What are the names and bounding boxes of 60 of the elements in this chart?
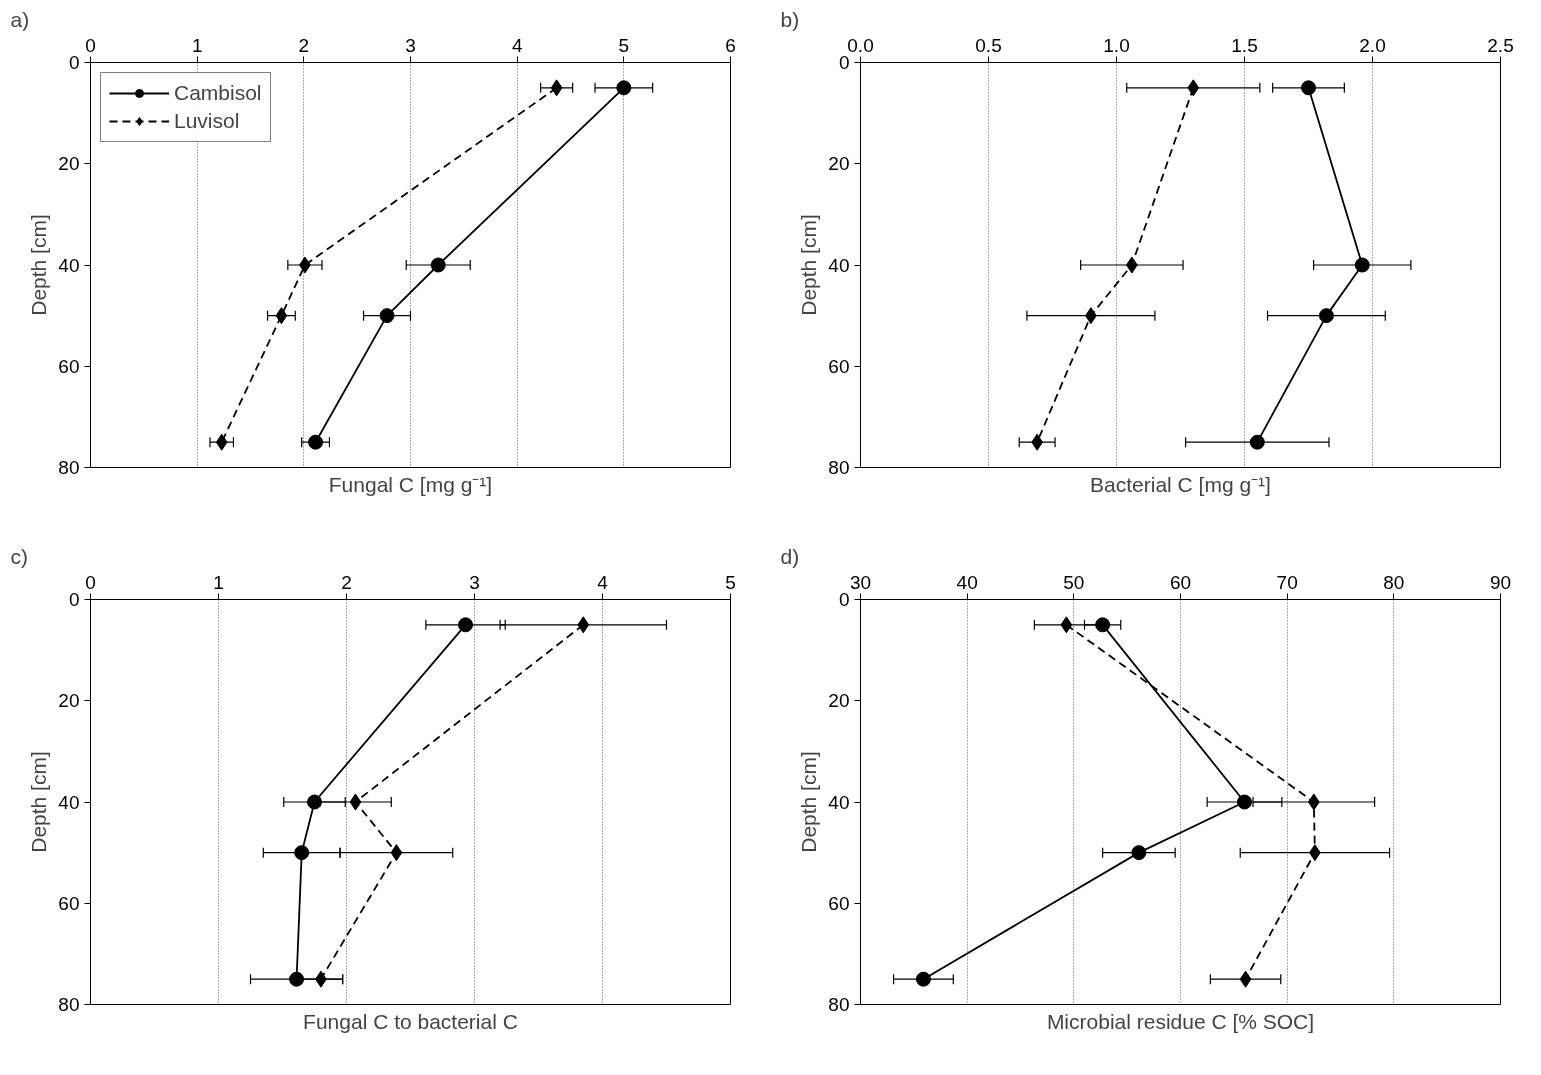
x-axis-title: Fungal C [mg g⁻¹] [328, 472, 493, 496]
text: a) [10, 7, 30, 31]
y-tick-label: 60 [58, 355, 80, 377]
x-tick-label: 1.0 [1103, 34, 1130, 56]
x-tick-label: 5 [725, 571, 736, 593]
y-tick-label: 20 [58, 153, 80, 175]
y-tick-label: 60 [828, 892, 850, 914]
x-tick-label: 0 [85, 34, 96, 56]
x-tick-label: 2 [341, 571, 352, 593]
x-tick-label: 1 [213, 571, 224, 593]
x-axis-title: Fungal C to bacterial C [303, 1009, 518, 1033]
x-tick-label: 60 [1169, 571, 1192, 593]
x-tick-label: 4 [597, 571, 609, 593]
y-tick-label: 40 [58, 791, 80, 813]
y-tick-label: 40 [828, 254, 850, 276]
y-axis-title: Depth [cm] [797, 214, 821, 316]
y-tick-label: 80 [828, 994, 850, 1015]
y-axis-title: Depth [cm] [27, 751, 51, 853]
x-tick-label: 30 [849, 571, 872, 593]
y-tick-label: 40 [828, 791, 850, 813]
y-tick-label: 80 [58, 457, 80, 478]
y-tick-label: 60 [828, 355, 850, 377]
x-tick-label: 1.5 [1231, 34, 1258, 56]
x-tick-label: 40 [956, 571, 978, 593]
x-tick-label: 70 [1276, 571, 1298, 593]
x-tick-label: 2.5 [1487, 34, 1514, 56]
y-tick-label: 60 [58, 892, 80, 914]
x-tick-label: 3 [469, 571, 480, 593]
x-tick-label: 90 [1489, 571, 1512, 593]
x-tick-label: 3 [405, 34, 416, 56]
x-tick-label: 50 [1063, 571, 1085, 593]
text: d) [780, 544, 800, 568]
x-axis-title: Microbial residue C [% SOC] [1046, 1009, 1315, 1033]
text: b) [780, 7, 800, 31]
y-axis-title: Depth [cm] [27, 214, 51, 316]
legend-label: Luvisol [174, 109, 240, 133]
x-tick-label: 1 [191, 34, 203, 56]
y-tick-label: 20 [828, 690, 850, 712]
y-tick-label: 20 [58, 690, 80, 712]
x-tick-label: 0.0 [847, 34, 874, 56]
x-tick-label: 6 [725, 34, 736, 56]
x-tick-label: 2 [298, 34, 310, 56]
y-tick-label: 80 [828, 457, 850, 478]
x-axis-title: Bacterial C [mg g⁻¹] [1090, 472, 1271, 496]
y-tick-label: 0 [68, 52, 80, 73]
y-tick-label: 80 [58, 994, 80, 1015]
x-tick-label: 0 [85, 571, 96, 593]
y-tick-label: 0 [838, 589, 850, 610]
x-tick-label: 4 [511, 34, 523, 56]
y-tick-label: 40 [58, 254, 80, 276]
y-tick-label: 0 [838, 52, 850, 73]
y-tick-label: 0 [68, 589, 80, 610]
x-tick-label: 80 [1383, 571, 1405, 593]
y-axis-title: Depth [cm] [797, 751, 821, 853]
legend-label: Cambisol [174, 81, 262, 105]
x-tick-label: 2.0 [1359, 34, 1386, 56]
x-tick-label: 5 [618, 34, 630, 56]
x-tick-label: 0.5 [975, 34, 1002, 56]
y-tick-label: 20 [828, 153, 850, 175]
text: c) [10, 544, 28, 568]
